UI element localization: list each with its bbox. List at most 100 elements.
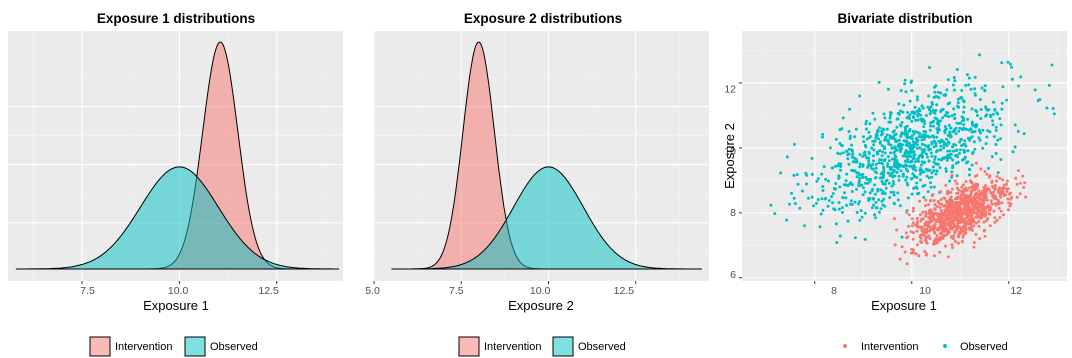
- scatter-point-observed: [884, 186, 888, 190]
- scatter-point-observed: [861, 163, 865, 167]
- scatter-point-intervention: [967, 206, 971, 210]
- scatter-point-observed: [883, 151, 887, 155]
- scatter-point-observed: [958, 126, 962, 130]
- scatter-point-observed: [895, 162, 899, 165]
- scatter-point-intervention: [943, 222, 947, 226]
- scatter-point-observed: [873, 117, 877, 121]
- scatter-point-intervention: [960, 185, 964, 189]
- scatter-point-observed: [945, 137, 949, 141]
- scatter-point-observed: [984, 142, 988, 146]
- scatter-point-intervention: [962, 187, 966, 191]
- scatter-point-intervention: [998, 216, 1002, 219]
- scatter-point-observed: [865, 137, 869, 141]
- scatter-point-observed: [821, 185, 825, 188]
- scatter-point-observed: [861, 193, 865, 197]
- scatter-point-observed: [901, 174, 905, 178]
- scatter-point-intervention: [965, 222, 969, 226]
- scatter-point-observed: [926, 155, 929, 159]
- x-tick-marks: [81, 281, 278, 284]
- scatter-point-intervention: [932, 224, 935, 228]
- scatter-point-intervention: [943, 214, 947, 218]
- scatter-point-observed: [854, 127, 858, 131]
- scatter-point-intervention: [958, 215, 962, 219]
- scatter-point-observed: [1017, 84, 1020, 88]
- panel-title: Exposure 1 distributions: [97, 11, 255, 26]
- x-tick-label: 10.0: [168, 285, 189, 297]
- scatter-point-observed: [934, 109, 938, 112]
- scatter-point-intervention: [1005, 187, 1009, 191]
- scatter-point-intervention: [956, 221, 959, 225]
- scatter-point-intervention: [959, 208, 963, 212]
- scatter-point-intervention: [993, 188, 997, 192]
- scatter-point-observed: [870, 146, 874, 150]
- scatter-point-intervention: [974, 232, 978, 236]
- scatter-point-observed: [844, 179, 848, 183]
- scatter-point-observed: [918, 168, 922, 172]
- scatter-point-intervention: [980, 189, 984, 193]
- scatter-point-intervention: [962, 183, 965, 187]
- scatter-point-intervention: [921, 210, 925, 214]
- scatter-point-observed: [913, 112, 917, 116]
- scatter-point-intervention: [1002, 213, 1006, 217]
- scatter-point-observed: [859, 209, 863, 213]
- scatter-point-intervention: [990, 181, 994, 184]
- scatter-point-observed: [874, 216, 877, 220]
- scatter-point-intervention: [903, 250, 907, 254]
- scatter-point-intervention: [935, 205, 939, 208]
- scatter-point-observed: [928, 66, 932, 69]
- scatter-point-observed: [960, 89, 964, 92]
- scatter-point-observed: [827, 179, 830, 183]
- scatter-point-observed: [905, 181, 909, 185]
- scatter-point-observed: [977, 136, 981, 140]
- scatter-point-observed: [922, 125, 926, 129]
- scatter-point-observed: [996, 112, 1000, 116]
- scatter-point-observed: [882, 128, 886, 132]
- scatter-point-observed: [858, 218, 862, 222]
- scatter-point-observed: [879, 133, 883, 137]
- scatter-point-intervention: [955, 182, 959, 186]
- scatter-point-intervention: [979, 167, 983, 171]
- scatter-point-observed: [881, 171, 884, 175]
- scatter-point-intervention: [951, 246, 954, 250]
- scatter-point-observed: [886, 162, 890, 166]
- scatter-point-observed: [879, 188, 883, 192]
- scatter-point-observed: [920, 104, 924, 108]
- scatter-point-observed: [858, 165, 862, 169]
- scatter-point-observed: [873, 213, 877, 217]
- scatter-point-intervention: [983, 234, 987, 238]
- scatter-point-observed: [888, 116, 892, 120]
- scatter-point-observed: [1000, 61, 1004, 65]
- scatter-point-observed: [1052, 112, 1056, 116]
- scatter-point-observed: [929, 105, 933, 109]
- scatter-point-observed: [897, 112, 901, 116]
- scatter-point-observed: [948, 101, 952, 105]
- scatter-point-observed: [883, 116, 887, 120]
- scatter-point-intervention: [964, 231, 968, 235]
- scatter-point-intervention: [986, 217, 990, 221]
- scatter-point-observed: [943, 125, 947, 128]
- scatter-point-observed: [850, 155, 854, 159]
- scatter-point-observed: [943, 131, 947, 135]
- scatter-point-intervention: [982, 229, 986, 233]
- scatter-point-observed: [939, 108, 943, 112]
- scatter-point-observed: [875, 134, 878, 138]
- scatter-point-observed: [931, 108, 935, 112]
- scatter-point-intervention: [963, 217, 967, 221]
- scatter-point-observed: [907, 150, 911, 154]
- scatter-point-intervention: [937, 201, 941, 205]
- scatter-point-intervention: [999, 209, 1003, 213]
- scatter-point-observed: [845, 203, 849, 207]
- scatter-point-observed: [905, 175, 909, 179]
- scatter-point-observed: [992, 112, 995, 116]
- scatter-point-observed: [819, 212, 823, 216]
- scatter-point-observed: [977, 129, 981, 133]
- scatter-point-observed: [940, 139, 944, 143]
- scatter-point-observed: [952, 143, 956, 146]
- scatter-point-intervention: [906, 235, 910, 239]
- legend-label-observed: Observed: [210, 341, 258, 353]
- scatter-point-intervention: [958, 230, 962, 234]
- scatter-point-observed: [892, 170, 896, 173]
- scatter-point-observed: [966, 136, 970, 140]
- scatter-point-observed: [796, 182, 800, 186]
- scatter-point-observed: [899, 163, 902, 167]
